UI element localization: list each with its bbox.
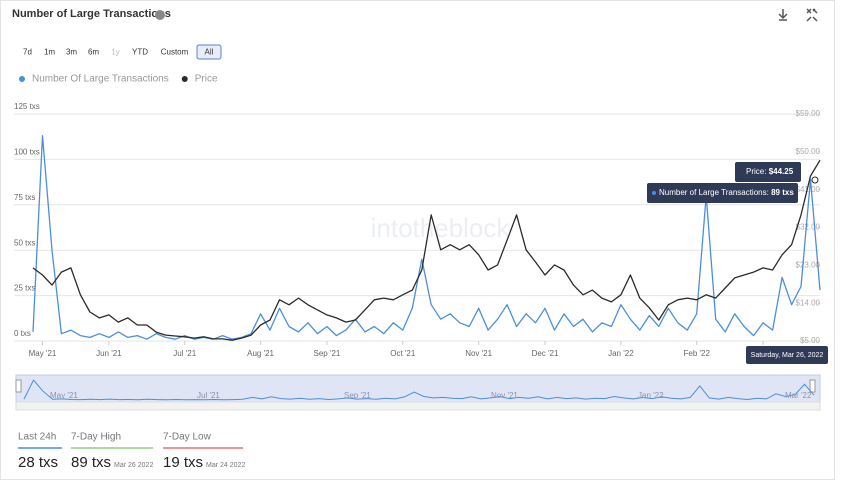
range-label[interactable]: All [205,48,214,57]
range-label[interactable]: YTD [132,48,148,57]
watermark: intotheblock [371,213,511,243]
tooltip-text: Number of Large Transactions: 89 txs [659,188,794,197]
x-tick-label: Sep '21 [313,349,340,358]
tooltip-box [735,162,801,182]
range-button[interactable] [39,44,60,60]
y-tick-label: 100 txs [14,148,40,157]
tooltip-part: Price: [746,167,766,176]
y-tick-label: 75 txs [14,193,35,202]
navigator-line [23,379,815,401]
range-button[interactable] [127,44,153,60]
range-label[interactable]: Custom [161,48,189,57]
x-tick-label: Oct '21 [390,349,416,358]
navigator-label: Mar '22 [785,391,812,400]
y2-tick-label: $5.00 [800,336,821,345]
x-tick-label: Feb '22 [684,349,711,358]
tooltip-part: Number of Large Transactions: [659,188,769,197]
date-tooltip [746,346,828,364]
x-tick-label: May '21 [29,349,57,358]
x-tick-label: Jul '21 [173,349,196,358]
navigator-label: May '21 [50,391,78,400]
legend-marker[interactable] [19,76,25,82]
stat-label: Last 24h [18,432,56,443]
range-label[interactable]: 7d [23,48,32,57]
stat-label: 7-Day Low [163,432,212,443]
range-button[interactable] [105,44,126,60]
series-line [32,159,821,341]
x-tick-label: Dec '21 [532,349,559,358]
x-tick-label: Aug '21 [247,349,274,358]
legend-label[interactable]: Number Of Large Transactions [32,74,169,85]
series-line [32,135,821,340]
nav-handle[interactable] [15,379,22,393]
stat-date: Mar 24 2022 [206,462,245,469]
y2-tick-label: $32.00 [796,223,821,232]
tooltip-text: Price: $44.25 [746,167,794,176]
scrollbar[interactable] [15,401,821,411]
stat-label: 7-Day High [71,432,121,443]
y-tick-label: 25 txs [14,284,35,293]
title: Number of Large Transactions [12,8,171,20]
x-tick-label: Jun '21 [96,349,122,358]
y-tick-label: 50 txs [14,238,35,247]
range-button[interactable] [83,44,104,60]
navigator-label: Jan '22 [638,391,664,400]
tooltip-part: 89 txs [771,188,794,197]
navigator-label: Sep '21 [344,391,371,400]
range-button[interactable] [196,44,222,60]
range-label[interactable]: 1m [44,48,55,57]
legend-marker[interactable] [181,76,188,82]
navigator-label: Nov '21 [491,391,518,400]
x-tick-label: Nov '21 [465,349,492,358]
stat-date: Mar 26 2022 [114,462,153,469]
date-tooltip-text: Saturday, Mar 26, 2022 [751,352,824,359]
y-tick-label: 125 txs [14,102,40,111]
range-button[interactable] [154,44,195,60]
x-tick-label: Jan '22 [608,349,634,358]
stat-value: 19 txs [163,454,203,471]
y2-tick-label: $59.00 [796,109,821,118]
y2-tick-label: $41.00 [796,185,821,194]
range-label[interactable]: 1y [111,48,119,57]
stat-value: 28 txs [18,454,58,471]
range-label[interactable]: 3m [66,48,77,57]
y-tick-label: 0 txs [14,329,31,338]
fullscreen-icon[interactable] [806,8,818,22]
stat-value: 89 txs [71,454,111,471]
hover-point [811,176,819,184]
tooltip-part: $44.25 [769,167,794,176]
download-icon[interactable] [778,9,788,21]
navigator-label: Jul '21 [197,391,220,400]
range-button[interactable] [17,44,38,60]
y2-tick-label: $14.00 [796,298,821,307]
range-label[interactable]: 6m [88,48,99,57]
tooltip-box [647,183,798,203]
legend-label[interactable]: Price [195,74,218,85]
y2-tick-label: $23.00 [796,260,821,269]
y2-tick-label: $50.00 [796,147,821,156]
tooltip-marker [652,191,656,195]
help-icon[interactable] [155,10,165,20]
range-button[interactable] [61,44,82,60]
navigator[interactable] [15,374,821,403]
nav-handle[interactable] [809,379,816,393]
